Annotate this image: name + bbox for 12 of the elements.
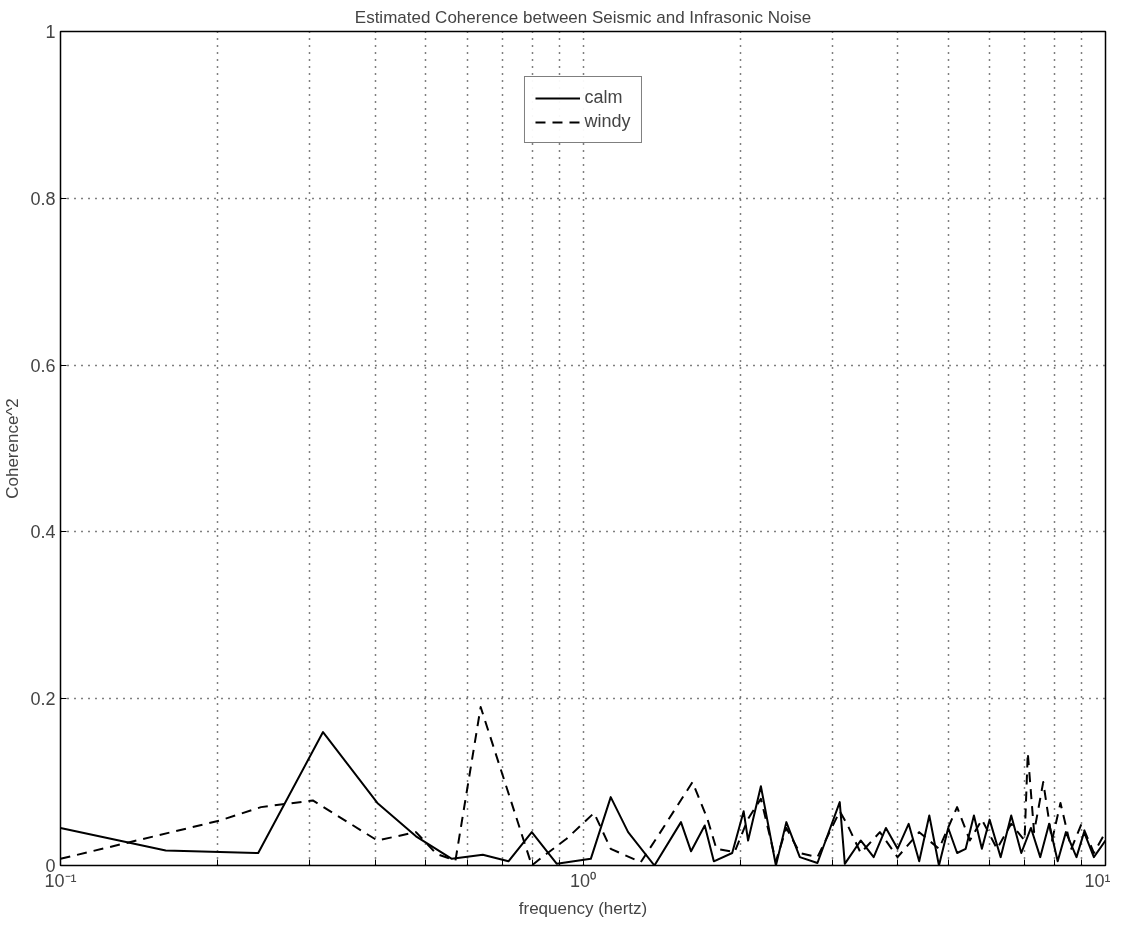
y-tick-label: 0.8 xyxy=(30,188,56,209)
chart-title: Estimated Coherence between Seismic and Infrasonic Noise xyxy=(354,7,812,27)
y-tick-label: 0.2 xyxy=(30,689,56,710)
y-tick-label: 0.6 xyxy=(30,355,56,376)
y-tick-label: 0.4 xyxy=(30,522,56,543)
legend-label: calm xyxy=(584,87,623,108)
legend-label: windy xyxy=(584,111,631,132)
y-tick-label: 1 xyxy=(45,22,56,42)
x-axis-title: frequency (hertz) xyxy=(518,898,648,918)
x-tick-label: 10⁰ xyxy=(569,870,597,891)
y-axis-title: Coherence^2 xyxy=(3,398,23,499)
x-tick-label: 10¹ xyxy=(1084,870,1111,891)
